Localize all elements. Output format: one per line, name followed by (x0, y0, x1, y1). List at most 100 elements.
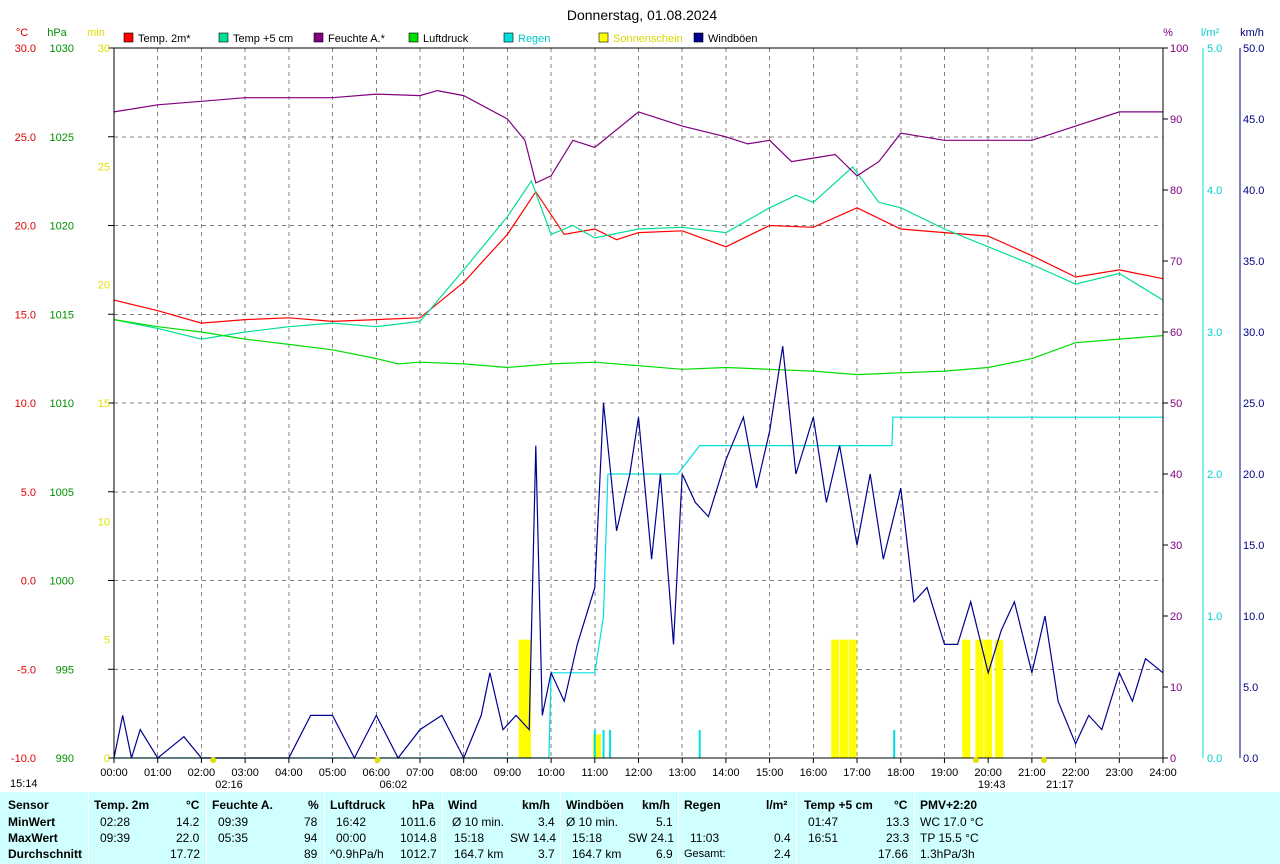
pmv-r3: 1.3hPa/3h (920, 847, 975, 861)
gusts-r1-label: Ø 10 min. (566, 815, 619, 829)
pressure-trend: ^0.9hPa/h (330, 847, 384, 861)
temp2m-title: Temp. 2m (94, 798, 150, 812)
x-tick-label: 06:00 (362, 767, 390, 779)
rain-tick-label: 0.0 (1207, 753, 1222, 765)
row-avg-label: Durchschnitt (8, 847, 83, 861)
x-tick-label: 24:00 (1149, 767, 1177, 779)
series-line-windb-en (113, 346, 1164, 760)
sunshine-bar (962, 639, 971, 758)
x-tick-label: 10:00 (537, 767, 565, 779)
legend-swatch (408, 32, 419, 43)
sunshine-bar (831, 639, 840, 758)
rain-r3-label: Gesamt: (684, 848, 726, 860)
rain-r2-val: 0.4 (774, 831, 791, 845)
x-tick-label: 04:00 (275, 767, 303, 779)
sunshine-tick-label: 10 (98, 516, 110, 528)
series-line-temp-5-cm (113, 166, 1164, 340)
humidity-tick-label: 0 (1170, 753, 1176, 765)
pressure-tick-label: 1015 (50, 309, 74, 321)
wind-title: Wind (448, 798, 478, 812)
temp-tick-label: 15.0 (15, 309, 36, 321)
pressure-unit: hPa (47, 27, 67, 39)
rain-unit: l/m² (766, 798, 788, 812)
temp5-title: Temp +5 cm (804, 798, 873, 812)
humidity-tick-label: 70 (1170, 256, 1182, 268)
humidity-unit: % (308, 798, 319, 812)
legend-label: Temp +5 cm (233, 33, 293, 45)
x-tick-label: 01:00 (144, 767, 172, 779)
rain-tick-label: 3.0 (1207, 327, 1222, 339)
pressure-tick-label: 1000 (50, 576, 74, 588)
x-tick-label: 11:00 (581, 767, 608, 779)
pressure-min-val: 1011.6 (400, 815, 436, 829)
gusts-r3-val: 6.9 (656, 847, 673, 861)
sunshine-tick-label: 25 (98, 161, 110, 173)
temp5-max-val: 23.3 (886, 831, 910, 845)
x-tick-label: 21:00 (1018, 767, 1046, 779)
wind-unit: km/h (1240, 27, 1264, 39)
humidity-tick-label: 10 (1170, 682, 1182, 694)
pmv-r1: WC 17.0 °C (920, 815, 984, 829)
rain-r2-time: 11:03 (690, 831, 720, 845)
pressure-max-time: 00:00 (336, 831, 367, 845)
temp-tick-label: -5.0 (17, 664, 36, 676)
humidity-tick-label: 100 (1170, 43, 1188, 55)
pressure-unit: hPa (412, 798, 435, 812)
legend-swatch (218, 32, 229, 43)
legend-label: Feuchte A.* (328, 33, 386, 45)
sensor-header: Sensor (8, 798, 49, 812)
sunshine-bar (839, 639, 848, 758)
temp2m-max-time: 09:39 (100, 831, 131, 845)
x-tick-label: 08:00 (450, 767, 478, 779)
pressure-tick-label: 1005 (50, 487, 74, 499)
sunshine-bar (848, 639, 857, 758)
wind-tick-label: 30.0 (1243, 327, 1264, 339)
humidity-tick-label: 50 (1170, 398, 1182, 410)
legend-swatch (123, 32, 134, 43)
rain-r3-val: 2.4 (774, 847, 791, 861)
temp5-avg: 17.66 (878, 847, 909, 861)
rain-unit: l/m² (1201, 27, 1220, 39)
humidity-avg: 89 (304, 847, 318, 861)
marker-label: 06:02 (380, 779, 408, 791)
marker-label: 21:17 (1046, 779, 1074, 791)
gusts-unit: km/h (642, 798, 671, 812)
legend-label: Luftdruck (423, 33, 469, 45)
humidity-min-time: 09:39 (218, 815, 249, 829)
pressure-tick-label: 1020 (50, 221, 74, 233)
legend-label: Windböen (708, 33, 758, 45)
x-tick-label: 17:00 (843, 767, 871, 779)
wind-r3-km: 164.7 km (454, 847, 504, 861)
temp2m-max-val: 22.0 (176, 831, 200, 845)
temp-tick-label: 20.0 (15, 221, 36, 233)
temp2m-min-time: 02:28 (100, 815, 131, 829)
x-tick-label: 18:00 (887, 767, 915, 779)
pressure-max-val: 1014.8 (400, 831, 437, 845)
rain-title: Regen (684, 798, 721, 812)
rain-tick-label: 1.0 (1207, 611, 1222, 623)
legend-swatch (693, 32, 704, 43)
legend-label: Temp. 2m* (138, 33, 191, 45)
temp5-unit: °C (894, 798, 908, 812)
x-tick-label: 13:00 (668, 767, 696, 779)
x-tick-label: 20:00 (974, 767, 1002, 779)
marker-dot (972, 757, 979, 763)
wind-r3-val: 3.7 (538, 847, 555, 861)
row-min-label: MinWert (8, 815, 56, 829)
gusts-r3-km: 164.7 km (572, 847, 622, 861)
statistics-footer: Sensor MinWert MaxWert Durchschnitt Temp… (0, 792, 1280, 864)
temp-tick-label: 0.0 (21, 576, 36, 588)
x-tick-label: 07:00 (406, 767, 434, 779)
grid (114, 48, 1163, 758)
wind-tick-label: 15.0 (1243, 540, 1264, 552)
legend-label: Sonnenschein (613, 33, 683, 45)
sunshine-bar (518, 639, 527, 758)
pressure-avg: 1012.7 (400, 847, 437, 861)
x-tick-label: 05:00 (319, 767, 347, 779)
series-line-luftdruck (113, 319, 1164, 376)
temp2m-avg: 17.72 (170, 847, 201, 861)
pressure-tick-label: 1010 (50, 398, 74, 410)
x-tick-label: 02:00 (188, 767, 216, 779)
x-tick-label: 12:00 (625, 767, 653, 779)
humidity-tick-label: 80 (1170, 185, 1182, 197)
